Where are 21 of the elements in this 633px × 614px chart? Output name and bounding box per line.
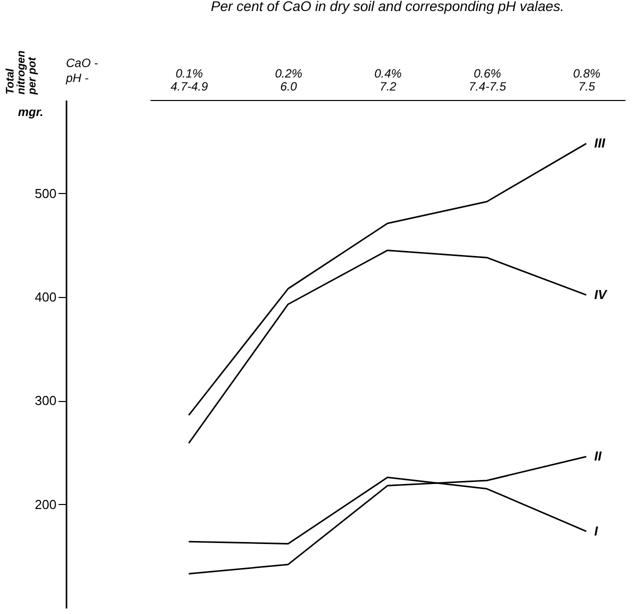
line-series	[188, 456, 587, 575]
series-label: IV	[594, 286, 608, 302]
series-label: I	[594, 523, 598, 538]
line-series	[188, 250, 587, 444]
x-tick-label: 0.4% 7.2	[374, 66, 402, 94]
series-label: II	[594, 448, 602, 464]
x-tick-label: 0.1% 4.7-4.9	[170, 66, 208, 94]
text: pH -	[65, 71, 89, 85]
x-tick-label: 0.8% 7.5	[573, 66, 601, 94]
x-tick-label: 0.2% 6.0	[274, 66, 303, 94]
text: CaO -	[66, 56, 98, 70]
x-tick-label: 0.6% 7.4-7.5	[468, 66, 506, 94]
y-tick-label: 300	[34, 393, 56, 408]
y-tick-label: 400	[34, 289, 56, 304]
line-series	[188, 142, 587, 416]
text: mgr.	[18, 105, 44, 119]
y-axis-title: Total nitrogen per pot	[4, 50, 38, 96]
y-tick-label: 200	[34, 496, 56, 512]
series-label: III	[594, 136, 606, 151]
y-tick-label: 500	[34, 186, 56, 201]
chart-title: Per cent of CaO in dry soil and corresponding pH valaes.	[210, 0, 564, 14]
